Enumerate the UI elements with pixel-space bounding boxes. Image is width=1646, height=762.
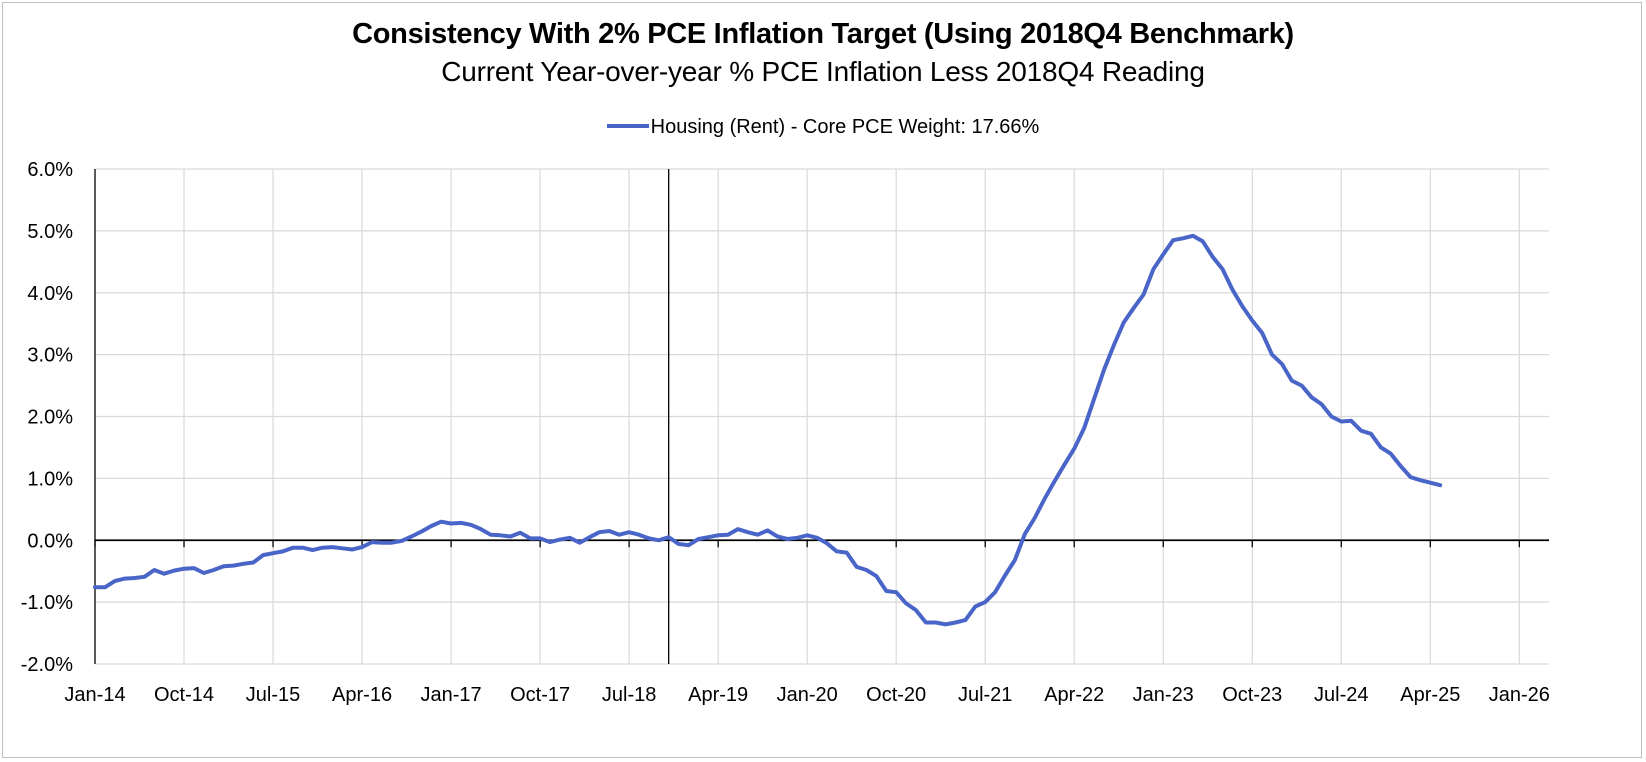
y-tick-label: 3.0% [27,345,73,367]
series-group [93,233,1443,627]
horizontal-gridlines [95,168,1549,665]
x-tick-label: Jul-21 [958,684,1012,706]
x-tick-label: Oct-14 [154,684,214,706]
legend-label: Housing (Rent) - Core PCE Weight: 17.66% [650,116,1040,138]
chart-subtitle: Current Year-over-year % PCE Inflation L… [441,56,1205,87]
x-tick-label: Oct-20 [866,684,926,706]
x-tick-label: Oct-17 [510,684,570,706]
x-tick-label: Apr-16 [332,684,392,706]
x-tick-label: Jan-17 [421,684,482,706]
y-tick-label: -1.0% [21,592,73,614]
series-line-housing-rent [93,233,1443,627]
x-tick-label: Oct-23 [1222,684,1282,706]
x-tick-label: Jan-23 [1133,684,1194,706]
x-tick-label: Jul-18 [602,684,656,706]
x-tick-label: Jan-20 [777,684,838,706]
x-tick-label: Apr-19 [688,684,748,706]
y-tick-label: 1.0% [27,468,73,490]
x-tick-label: Jul-15 [246,684,300,706]
x-tick-label: Apr-25 [1400,684,1460,706]
legend: Housing (Rent) - Core PCE Weight: 17.66% [0,116,1646,139]
y-tick-label: 5.0% [27,221,73,243]
vertical-gridlines [183,169,1520,664]
x-tick-label: Apr-22 [1044,684,1104,706]
y-tick-label: 0.0% [27,530,73,552]
y-tick-labels: -2.0% -1.0% 0.0% 1.0% 2.0% 3.0% 4.0% 5.0% 6.0% [21,159,73,676]
y-tick-label: -2.0% [21,654,73,676]
x-tick-label: Jan-26 [1489,684,1550,706]
x-tick-label: Jan-14 [64,684,125,706]
y-tick-label: 6.0% [27,159,73,181]
x-tick-labels: Jan-14 Oct-14 Jul-15 Apr-16 Jan-17 Oct-17 Jul-… [64,684,1549,706]
legend-swatch [606,123,649,128]
chart-title: Consistency With 2% PCE Inflation Target… [352,18,1294,50]
x-tick-label: Jul-24 [1314,684,1368,706]
y-tick-label: 4.0% [27,283,73,305]
y-tick-label: 2.0% [27,407,73,429]
